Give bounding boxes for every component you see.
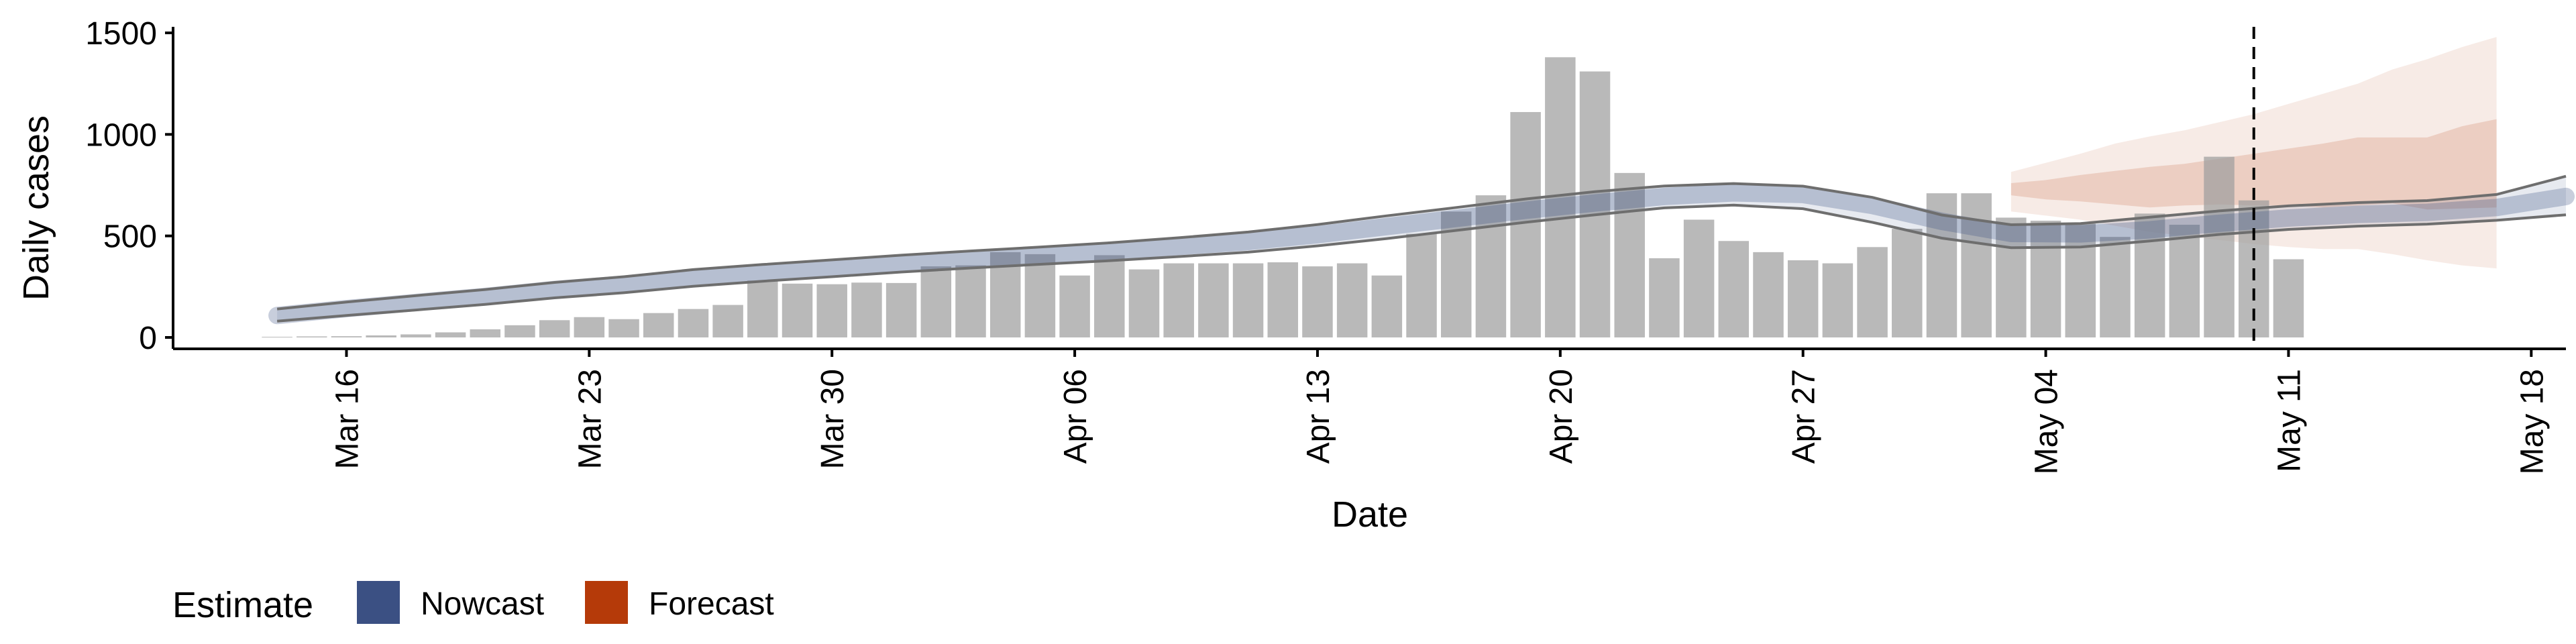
x-tick-label: Apr 20 [1544, 369, 1579, 464]
bar [504, 325, 535, 337]
bar [1649, 258, 1680, 337]
bar [331, 336, 362, 337]
y-axis: 0 500 1000 1500 [85, 16, 174, 356]
nowcast-lower-line [276, 203, 2567, 323]
bar [1302, 266, 1333, 337]
bar [1961, 193, 1992, 337]
bar [1579, 71, 1611, 338]
bar [1406, 233, 1437, 337]
bar [1094, 255, 1125, 337]
x-axis: Mar 16 Mar 23 Mar 30 Apr 06 Apr 13 Apr 20 Apr … [173, 347, 2566, 474]
bar [1267, 262, 1299, 337]
x-tick-label: May 11 [2271, 369, 2307, 472]
y-ticks: 0 500 1000 1500 [85, 16, 173, 356]
y-axis-title: Daily cases [16, 115, 56, 301]
x-tick-label: May 04 [2029, 369, 2065, 474]
forecast-band-50 [2010, 119, 2497, 210]
x-axis-title: Date [1332, 494, 1408, 535]
bar [1128, 269, 1160, 337]
bar [816, 284, 847, 337]
bar [1163, 263, 1194, 337]
legend: Estimate Nowcast Forecast [172, 581, 774, 625]
bar [2065, 223, 2096, 337]
bar [2204, 156, 2235, 338]
x-tick-label: Mar 23 [572, 369, 608, 469]
bar [1614, 172, 1645, 337]
bar [955, 265, 986, 337]
bar [678, 309, 709, 337]
y-tick-label: 1000 [85, 117, 157, 153]
x-tick-label: Apr 27 [1786, 369, 1822, 464]
bar [1475, 195, 1507, 337]
bar [539, 320, 570, 337]
bar [1822, 263, 1854, 337]
x-tick-label: May 18 [2514, 369, 2550, 474]
bar [2273, 259, 2304, 337]
legend-label-forecast: Forecast [649, 586, 774, 622]
bar [435, 332, 466, 337]
bar [1336, 263, 1368, 337]
bar [1892, 229, 1923, 337]
bar [1753, 252, 1784, 337]
y-tick-label: 0 [139, 321, 157, 356]
bar [1059, 275, 1090, 337]
legend-title: Estimate [172, 585, 313, 625]
bar [782, 283, 813, 337]
bar [1198, 263, 1229, 337]
bar [297, 336, 327, 337]
bar [643, 313, 674, 337]
x-tick-label: Mar 16 [329, 369, 365, 469]
bar [2100, 237, 2131, 337]
legend-label-nowcast: Nowcast [421, 586, 544, 622]
bar [470, 329, 501, 337]
bar [920, 266, 952, 337]
nowcast-bands [268, 174, 2575, 325]
bar [1371, 275, 1403, 337]
bar [400, 334, 431, 337]
bar [885, 282, 917, 337]
bar [851, 282, 882, 337]
nowcast-upper-line [276, 174, 2567, 311]
bars [262, 57, 2304, 338]
bar [1683, 219, 1715, 337]
bar [1857, 247, 1888, 337]
y-tick-label: 1500 [85, 16, 157, 52]
plot-area [262, 27, 2575, 349]
legend-swatch-nowcast [357, 581, 400, 624]
x-ticks: Mar 16 Mar 23 Mar 30 Apr 06 Apr 13 Apr 20 Apr … [329, 349, 2550, 474]
bar [1787, 260, 1819, 337]
bar [1718, 241, 1750, 337]
bar [1232, 263, 1264, 337]
bar [2030, 220, 2061, 337]
x-tick-label: Apr 13 [1301, 369, 1336, 464]
bar [574, 317, 605, 337]
bar [747, 280, 778, 337]
bar [608, 319, 639, 337]
bar [366, 335, 396, 337]
y-tick-label: 500 [103, 219, 157, 255]
bar [712, 305, 743, 337]
nowcast-band-50 [268, 184, 2575, 325]
legend-swatch-forecast [585, 581, 628, 624]
x-tick-label: Apr 06 [1058, 369, 1093, 464]
x-tick-label: Mar 30 [815, 369, 851, 469]
bar [2169, 225, 2200, 337]
bar [1996, 217, 2027, 337]
bar [1024, 254, 1056, 337]
bar [2134, 213, 2165, 337]
